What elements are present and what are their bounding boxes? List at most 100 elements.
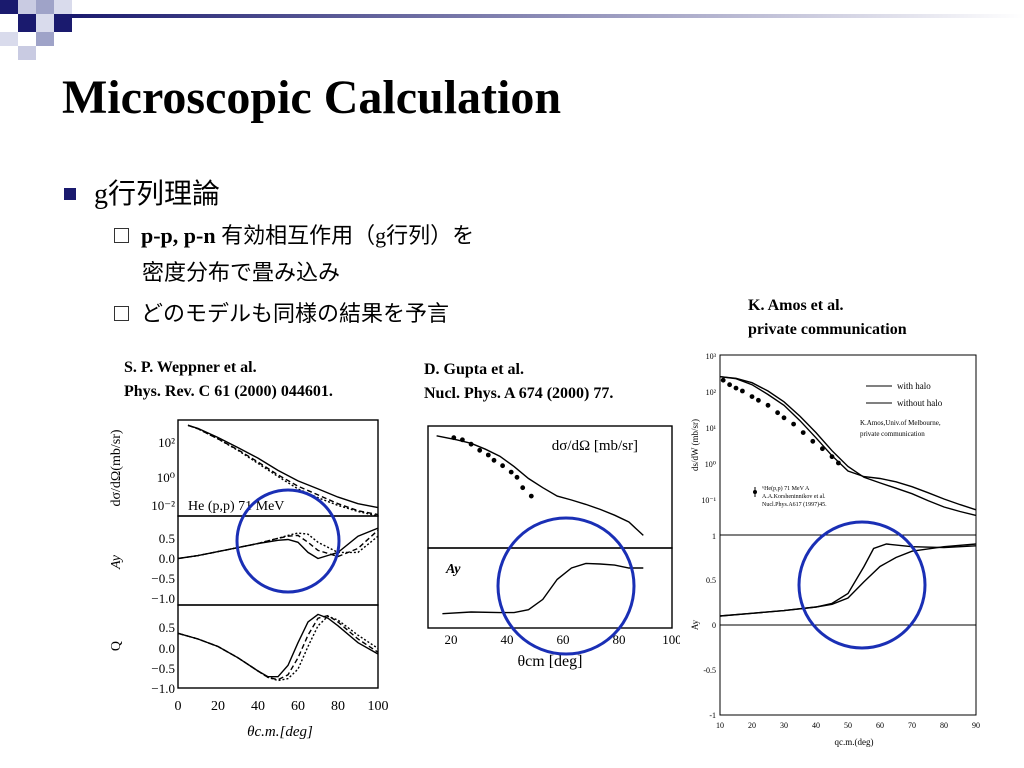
chart-gupta-xtick-1: 40: [501, 632, 514, 647]
chart-weppner-ylabel-ay: Ay: [109, 554, 124, 570]
chart-weppner-highlight-circle: [235, 488, 341, 594]
chart-amos-xsec-point-7: [775, 410, 780, 416]
bullet-effective-interaction-text: 有効相互作用（g行列）を: [215, 223, 475, 248]
chart-weppner-ytick-q-2: −0.5: [151, 661, 175, 676]
bullet-same-prediction-text: どのモデルも同様の結果を予言: [141, 301, 450, 326]
reference-weppner-source: Phys. Rev. C 61 (2000) 044601.: [124, 383, 333, 400]
chart-weppner-ytick-q-0: 0.5: [159, 620, 175, 635]
chart-gupta: dσ/dΩ [mb/sr] Ay 20 40 60 80 100 θcm [de…: [427, 425, 680, 670]
chart-gupta-ylabel-xsec: dσ/dΩ [mb/sr]: [552, 438, 638, 454]
chart-amos-xtick-6: 70: [908, 721, 916, 730]
bullet-g-matrix-text: g行列理論: [94, 179, 221, 210]
bullet-g-matrix: g行列理論: [64, 172, 220, 212]
bullet-same-prediction: どのモデルも同様の結果を予言: [114, 296, 449, 328]
chart-weppner-q-series-0: [177, 613, 379, 678]
chart-weppner-xtick-2: 40: [251, 699, 265, 714]
chart-amos-xsec-point-13: [829, 454, 835, 460]
chart-gupta-ay-series-0: [442, 562, 644, 615]
chart-amos-xtick-2: 30: [780, 721, 788, 730]
chart-amos-data-note-2: Nucl.Phys.A617 (1997)45.: [762, 501, 827, 508]
chart-amos-ytick-ay-4: -1: [709, 711, 716, 720]
chart-amos-ylabel-ay: Ay: [690, 619, 700, 630]
reference-amos-source: private communication: [748, 321, 907, 338]
chart-amos-ytick-ay-3: -0.5: [703, 666, 716, 675]
chart-amos-xsec-point-1: [727, 382, 732, 388]
chart-amos-legend-1: without halo: [897, 398, 943, 408]
chart-gupta-xsec-point-2: [468, 441, 474, 447]
chart-amos-ytick-ay-0: 1: [712, 532, 716, 541]
chart-amos-data-note-1: A.A.Korsheninnikov et al.: [762, 494, 826, 500]
chart-weppner-ylabel-xsec: dσ/dΩ(mb/sr): [109, 429, 124, 506]
chart-gupta-xsec-point-8: [514, 474, 520, 480]
chart-amos-ytick-xsec-4: 10⁻¹: [701, 496, 716, 505]
reference-gupta-author: D. Gupta et al.: [424, 361, 524, 378]
corner-decoration: [0, 0, 1024, 60]
chart-amos-ytick-ay-1: 0.5: [706, 576, 716, 585]
chart-amos-xtick-7: 80: [940, 721, 948, 730]
chart-amos-xtick-8: 90: [972, 721, 980, 730]
chart-gupta-xtick-0: 20: [445, 632, 458, 647]
chart-amos-ytick-xsec-0: 10³: [706, 352, 717, 361]
chart-amos-xsec-series-0: [719, 376, 977, 511]
chart-amos-panel-xsec-frame: [719, 354, 977, 536]
chart-amos-data-marker-dot: [753, 490, 757, 494]
reference-weppner: S. P. Weppner et al. Phys. Rev. C 61 (20…: [124, 356, 333, 404]
chart-gupta-xsec-point-6: [500, 463, 505, 469]
chart-gupta-xsec-point-1: [460, 437, 465, 443]
chart-amos-note-1: K.Amos,Univ.of Melbourne,: [860, 419, 941, 427]
chart-amos-xsec-point-12: [820, 446, 825, 452]
chart-weppner-panel-q-frame: [177, 604, 379, 689]
chart-gupta-xsec-point-3: [477, 447, 483, 453]
chart-amos-xsec-point-6: [765, 402, 771, 408]
chart-weppner-xtick-5: 100: [368, 699, 389, 714]
chart-amos-ylabel-xsec: ds/dW (mb/sr): [690, 419, 700, 471]
hollow-square-bullet-icon: [114, 306, 129, 322]
chart-amos-legend-0: with halo: [897, 381, 931, 391]
chart-weppner-ay-series-0: [177, 527, 379, 560]
hollow-square-bullet-icon: [114, 228, 129, 244]
chart-amos-xtick-0: 10: [716, 721, 724, 730]
chart-gupta-xsec-series-0: [436, 435, 644, 536]
chart-weppner-xtick-1: 20: [211, 699, 225, 714]
chart-weppner-xtick-3: 60: [291, 699, 305, 714]
bullet-folding: 密度分布で畳み込み: [142, 260, 341, 285]
reference-weppner-author: S. P. Weppner et al.: [124, 359, 257, 376]
chart-amos: ds/dW (mb/sr) Ay 10³ 10² 10¹ 10⁰ 10⁻¹ 1 …: [690, 352, 980, 747]
chart-amos-xsec-point-11: [810, 438, 816, 444]
chart-amos-xsec-point-14: [836, 460, 841, 466]
chart-amos-xtick-4: 50: [844, 721, 852, 730]
chart-gupta-xlabel: θcm [deg]: [518, 653, 583, 670]
chart-amos-xtick-1: 20: [748, 721, 756, 730]
chart-weppner-xsec-series-0: [187, 424, 379, 509]
chart-amos-xtick-3: 40: [812, 721, 820, 730]
chart-gupta-xtick-2: 60: [557, 632, 570, 647]
square-bullet-icon: [64, 187, 76, 200]
chart-gupta-xtick-4: 100: [662, 632, 680, 647]
chart-gupta-xtick-3: 80: [613, 632, 626, 647]
chart-amos-data-note-0: ⁶He(p,p) 71 MeV A: [762, 485, 810, 492]
chart-weppner-ytick-ay-0: 0.5: [159, 531, 175, 546]
chart-weppner-ytick-xsec-2: 10⁻²: [151, 498, 175, 513]
chart-amos-xsec-point-2: [733, 385, 739, 391]
chart-gupta-xsec-point-7: [508, 469, 514, 475]
chart-weppner-ytick-q-1: 0.0: [159, 641, 175, 656]
chart-amos-xsec-point-9: [791, 421, 796, 427]
chart-weppner-xtick-4: 80: [331, 699, 345, 714]
chart-gupta-ylabel-ay: Ay: [445, 562, 461, 577]
chart-amos-ay-series-1: [719, 543, 977, 617]
chart-weppner-ytick-ay-1: 0.0: [159, 551, 175, 566]
chart-amos-xsec-point-0: [720, 377, 726, 383]
reference-gupta: D. Gupta et al. Nucl. Phys. A 674 (2000)…: [424, 358, 613, 406]
chart-amos-xsec-point-3: [740, 388, 745, 394]
chart-amos-xsec-point-5: [756, 397, 761, 403]
reference-amos: K. Amos et al. private communication: [748, 294, 907, 342]
chart-amos-ytick-ay-2: 0: [712, 621, 716, 630]
chart-weppner-ylabel-q: Q: [109, 641, 124, 651]
chart-gupta-xsec-point-5: [491, 457, 497, 463]
chart-gupta-xsec-point-10: [528, 493, 534, 499]
chart-amos-ay-series-0: [719, 543, 977, 617]
chart-amos-xsec-point-4: [749, 394, 755, 399]
chart-weppner-ytick-ay-2: −0.5: [151, 571, 175, 586]
chart-amos-ytick-xsec-1: 10²: [706, 388, 717, 397]
chart-weppner-ytick-xsec-0: 10²: [158, 435, 175, 450]
